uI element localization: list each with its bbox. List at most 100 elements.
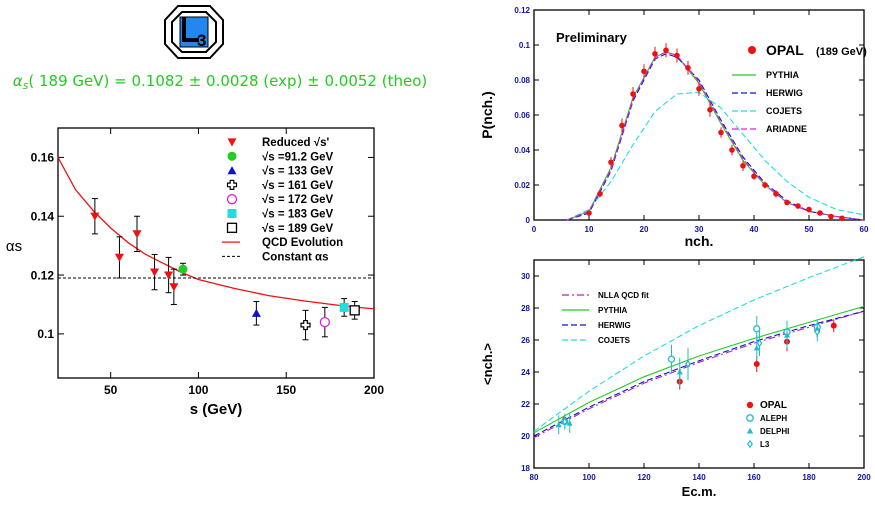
data-point [164, 271, 174, 280]
curve-pythia [533, 305, 865, 434]
y-tick-label: 0.14 [31, 209, 55, 223]
legend-label: √s =91.2 GeV [262, 150, 334, 163]
data-point [795, 203, 801, 209]
legend-label: COJETS [766, 106, 802, 116]
x-tick-label: 150 [276, 383, 296, 397]
y-tick-label: 30 [521, 272, 530, 281]
legend-marker [746, 414, 754, 422]
curve-herwig [566, 53, 865, 221]
y-axis-label: αs [6, 238, 22, 255]
data-point [630, 91, 636, 97]
x-tick-label: 40 [750, 225, 759, 234]
data-point [641, 68, 647, 75]
y-tick-label: 24 [521, 368, 530, 377]
data-point [300, 319, 311, 331]
data-point [90, 212, 100, 221]
y-axis-label: P(nch.) [479, 91, 495, 138]
data-point [830, 322, 837, 329]
legend-marker [227, 209, 237, 218]
data-point [762, 182, 768, 188]
data-point [597, 190, 603, 197]
data-point [696, 85, 702, 92]
y-tick-label: 22 [521, 400, 530, 409]
y-tick-label: 26 [521, 336, 530, 345]
curve-cojets [566, 91, 865, 221]
legend-label: COJETS [598, 336, 631, 345]
legend-label: HERWIG [766, 88, 803, 98]
legend-marker [748, 46, 756, 54]
logo-subscript: 3 [197, 31, 206, 50]
formula-subscript: s [22, 79, 29, 92]
data-point [667, 355, 676, 363]
data-point [652, 50, 658, 57]
alpha-s-formula: αs( 189 GeV) = 0.1082 ± 0.0028 (exp) ± 0… [10, 72, 430, 92]
y-tick-label: 20 [521, 432, 530, 441]
y-tick-label: 28 [521, 304, 530, 313]
legend-label: ALEPH [760, 414, 787, 423]
y-tick-label: 0.12 [31, 268, 55, 282]
legend-label: OPAL [760, 400, 787, 411]
formula-text: ( 189 GeV) = 0.1082 ± 0.0028 (exp) ± 0.0… [28, 72, 428, 90]
data-point [685, 359, 691, 369]
legend-label: Reduced √s' [262, 136, 329, 149]
chart-title: Preliminary [556, 30, 628, 45]
data-point [608, 159, 614, 166]
multiplicity-distribution-chart: 0 10 20 30 40 50 60 0 0.02 0.04 0.06 0.08 0.1 0.12 Pre… [479, 6, 869, 248]
legend-label: NLLA QCD fit [598, 291, 649, 300]
legend-label-extra: (189 GeV) [816, 46, 867, 58]
x-axis-label: nch. [685, 233, 714, 248]
legend-label: PYTHIA [598, 306, 628, 315]
data-point [839, 215, 845, 222]
x-axis-label: s (GeV) [190, 401, 243, 418]
x-tick-label: 200 [857, 473, 871, 482]
data-point [586, 210, 592, 216]
data-point [784, 199, 790, 206]
legend-marker [227, 166, 237, 175]
legend-label: L3 [760, 440, 770, 449]
x-tick-label: 0 [532, 225, 537, 234]
legend-label: Constant αs [262, 251, 329, 263]
data-point [751, 173, 757, 180]
y-tick-label: 0.04 [514, 146, 530, 155]
data-point [814, 327, 821, 337]
plot-frame [533, 259, 865, 469]
legend-marker [226, 194, 238, 205]
legend-label: √s = 172 GeV [262, 193, 334, 206]
x-tick-label: 80 [530, 473, 539, 482]
data-point [114, 253, 124, 262]
y-tick-label: 0.02 [514, 181, 530, 190]
data-point [756, 339, 763, 348]
y-tick-label: 0 [526, 216, 531, 225]
legend-marker [747, 439, 753, 449]
y-tick-label: 0.12 [514, 6, 530, 15]
legend-marker [746, 427, 754, 434]
data-point [806, 206, 812, 213]
mean-multiplicity-chart: 80 100 120 140 160 180 200 18 20 22 24 26 28 30 NLLA Q… [480, 256, 871, 499]
data-point [828, 213, 834, 220]
data-point [729, 147, 735, 153]
x-tick-label: 10 [585, 225, 594, 234]
x-tick-label: 100 [188, 383, 208, 397]
legend-label: PYTHIA [766, 70, 800, 80]
data-point [349, 305, 360, 316]
x-tick-label: 160 [747, 473, 761, 482]
curve-nlla-qcd-fit [533, 310, 865, 439]
curve-pythia [566, 51, 865, 221]
data-point [169, 283, 179, 292]
y-tick-label: 0.08 [514, 76, 530, 85]
data-point [555, 421, 562, 428]
curve-herwig [533, 310, 865, 437]
legend-label: √s = 189 GeV [262, 222, 334, 235]
data-point [178, 264, 188, 274]
y-tick-label: 0.16 [31, 151, 55, 165]
curve-ariadne [566, 51, 865, 221]
data-point [718, 129, 724, 136]
data-point [773, 190, 779, 197]
legend-marker [746, 401, 754, 409]
y-tick-label: 0.06 [514, 111, 530, 120]
data-point [817, 210, 823, 216]
data-point [319, 316, 330, 328]
legend-marker [226, 179, 238, 190]
y-tick-label: 0.1 [519, 41, 531, 50]
